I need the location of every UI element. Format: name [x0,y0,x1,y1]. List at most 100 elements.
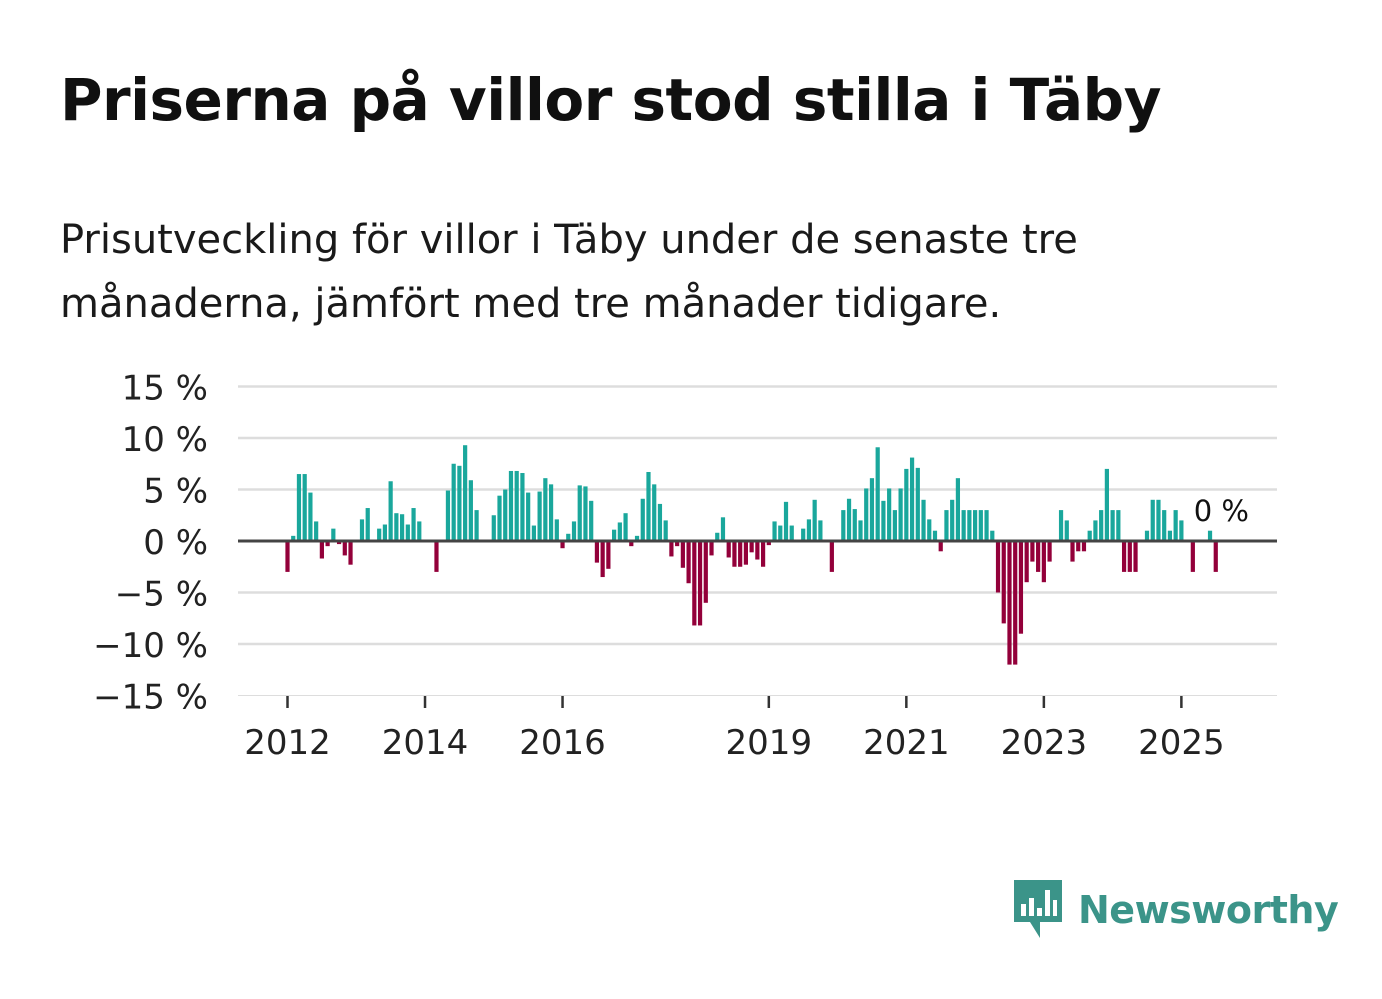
bar [1013,541,1018,665]
bar [589,500,594,541]
bar [571,521,577,541]
bar [657,503,663,541]
bar [864,488,869,541]
bar [314,521,319,541]
bar [1018,541,1024,634]
bar [726,541,731,558]
bar [1064,520,1069,541]
y-tick-label: −15 % [93,678,208,718]
bar [1093,520,1098,541]
bar [629,541,634,547]
bar [377,528,382,541]
bar [967,510,972,541]
bar [675,541,680,547]
bar [342,541,347,556]
bar [411,508,416,541]
y-tick-label: 10 % [122,420,208,460]
bar [978,510,983,541]
bar [302,474,307,541]
bar [1179,520,1184,541]
bar [336,541,342,545]
bar [961,510,966,541]
newsworthy-logo[interactable]: Newsworthy [1010,878,1339,942]
bar [1121,541,1127,572]
bar [858,520,863,541]
bar [417,521,422,541]
bar [394,513,399,541]
bar [1127,541,1132,572]
bar [806,519,812,541]
bar [760,541,766,567]
bar [548,484,554,541]
y-tick-label: 15 % [122,369,208,409]
bar [852,509,857,541]
bar [663,520,668,541]
bar [554,519,559,541]
bar [881,500,886,541]
bar [1030,541,1035,562]
bar [1076,541,1081,552]
bar [1087,530,1092,541]
bar [400,514,405,541]
bar [497,495,502,541]
bar [915,467,920,541]
bar [308,492,313,541]
bar [772,521,777,541]
bar [1104,468,1109,541]
bar [526,492,531,541]
bar [606,541,611,569]
bar [703,541,708,603]
bar [1110,510,1115,541]
bar [474,510,479,541]
bar [382,524,388,541]
bar [577,485,582,541]
bar [732,541,737,567]
bar [697,541,703,626]
newsworthy-logo-icon [1014,880,1062,938]
bar [973,510,978,541]
bar [445,490,451,541]
bar [680,541,685,568]
bar [594,541,600,563]
bar [503,489,508,541]
bar [927,519,932,541]
bar [1001,541,1006,624]
x-tick-label: 2025 [1138,723,1225,763]
bar [331,528,336,541]
bar [1047,541,1052,562]
bar [990,530,995,541]
bar [812,499,817,541]
bar [709,541,714,556]
x-tick-label: 2023 [1001,723,1088,763]
x-tick-label: 2012 [244,723,331,763]
chart-subtitle: Prisutveckling för villor i Täby under d… [60,217,1078,327]
bar [1081,541,1087,552]
bar [1162,510,1167,541]
bar [451,463,456,541]
bar [325,541,330,547]
bar [405,524,410,541]
bar [984,510,989,541]
bar [904,468,909,541]
bar [955,478,961,541]
bar [944,510,949,541]
bar [783,501,789,541]
latest-value-label: 0 % [1194,494,1249,528]
bar [766,541,771,546]
y-tick-label: 0 % [143,523,208,563]
bar [583,486,588,541]
bar [743,541,748,565]
bar [537,491,542,541]
bar [291,535,296,541]
bar [1167,530,1173,541]
bar [869,478,875,541]
bar [600,541,605,578]
bar [921,499,926,541]
x-tick-label: 2016 [519,723,606,763]
chart-title: Priserna på villor stod stilla i Täby [60,66,1162,134]
bar [892,510,897,541]
bar [1207,530,1213,541]
y-tick-label: −5 % [115,575,208,615]
bar [1036,541,1041,572]
bar [801,528,806,541]
